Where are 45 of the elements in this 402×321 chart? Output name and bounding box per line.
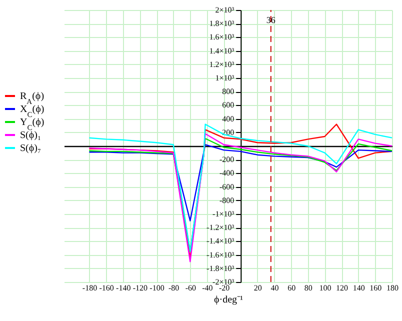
x-tick-label: 60 bbox=[288, 284, 296, 292]
x-tick-label: -40 bbox=[202, 284, 213, 292]
x-tick-label: 20 bbox=[254, 284, 262, 292]
x-tick-label: 40 bbox=[270, 284, 279, 292]
y-tick-label: -800 bbox=[219, 196, 234, 205]
y-tick-label: -1.8×10³ bbox=[206, 264, 235, 273]
x-tick-label: -120 bbox=[132, 284, 148, 292]
y-tick-label: 400 bbox=[222, 114, 234, 124]
y-tick-label: -200 bbox=[219, 155, 234, 164]
x-tick-label: -160 bbox=[99, 284, 114, 292]
x-tick-label: 80 bbox=[304, 284, 312, 292]
y-tick-label: -400 bbox=[219, 168, 234, 178]
y-tick-label: 600 bbox=[222, 100, 234, 110]
y-tick-label: -1×10³ bbox=[212, 210, 235, 218]
y-tick-label: -1.4×10³ bbox=[206, 236, 235, 246]
y-tick-label: 1.8×10³ bbox=[209, 19, 235, 28]
x-tick-label: 180 bbox=[386, 284, 398, 292]
legend-label: X$_{C}$(ϕ) bbox=[20, 104, 44, 118]
x-tick-label: 100 bbox=[319, 284, 332, 292]
y-tick-label: -1.6×10³ bbox=[206, 250, 235, 260]
y-tick-label: -2×10³ bbox=[212, 278, 235, 286]
ref-line-label: 36 bbox=[266, 15, 276, 25]
x-tick-label: -60 bbox=[185, 284, 196, 292]
x-tick-label: 160 bbox=[370, 284, 382, 292]
legend-label: R$_{A}$(ϕ) bbox=[20, 91, 44, 106]
y-tick-label: 1.2×10³ bbox=[209, 60, 235, 69]
x-axis-title: ϕ·deg⁻¹ bbox=[214, 294, 244, 306]
y-tick-label: 1.6×10³ bbox=[209, 32, 235, 42]
y-tick-label: 2×10³ bbox=[215, 6, 235, 14]
y-tick-label: -1.2×10³ bbox=[206, 223, 235, 232]
legend-label: S(ϕ)₁ bbox=[20, 130, 41, 141]
x-tick-label: -180 bbox=[82, 284, 98, 292]
x-tick-label: -20 bbox=[218, 284, 230, 292]
line-series bbox=[88, 144, 393, 222]
x-tick-label: -100 bbox=[150, 284, 164, 292]
y-tick-label: 800 bbox=[222, 87, 234, 96]
x-tick-label: 120 bbox=[336, 284, 348, 292]
legend-label: Y$_{C}$(ϕ) bbox=[20, 117, 44, 132]
legend-label: S(ϕ)₇ bbox=[20, 143, 41, 154]
y-tick-label: 1×10³ bbox=[215, 74, 235, 82]
y-tick-label: 1.4×10³ bbox=[209, 46, 235, 56]
x-tick-label: 140 bbox=[352, 284, 365, 292]
x-tick-label: -140 bbox=[116, 284, 131, 292]
x-tick-label: -80 bbox=[168, 284, 180, 292]
y-tick-label: -600 bbox=[219, 182, 234, 192]
